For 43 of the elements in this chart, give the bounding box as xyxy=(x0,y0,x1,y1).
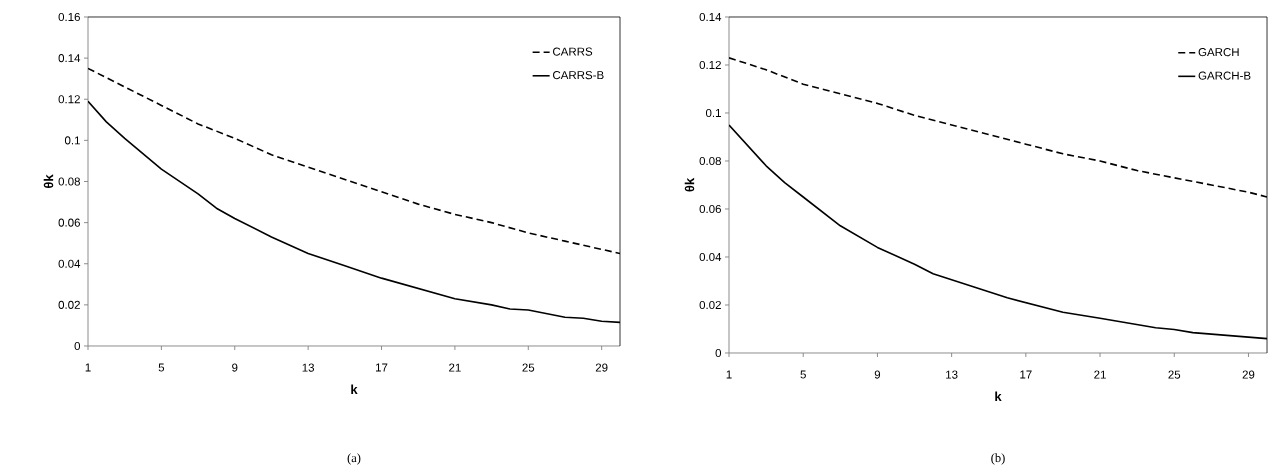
x-tick-label: 29 xyxy=(1242,370,1255,379)
x-tick-label: 9 xyxy=(232,363,238,372)
x-tick-label: 17 xyxy=(376,363,388,372)
y-tick-label: 0.04 xyxy=(699,252,722,262)
x-tick-label: 17 xyxy=(1020,370,1032,379)
x-tick-label: 13 xyxy=(302,363,315,372)
y-tick-label: 0.08 xyxy=(699,156,721,166)
y-tick-label: 0.04 xyxy=(58,259,81,268)
x-axis-title: k xyxy=(995,391,1002,401)
y-tick-label: 0.16 xyxy=(58,12,80,22)
legend-label: CARRS-B xyxy=(553,71,604,80)
x-axis-title: k xyxy=(351,384,358,394)
y-tick-label: 0 xyxy=(74,341,81,351)
y-tick-label: 0.1 xyxy=(64,136,80,145)
x-tick-label: 29 xyxy=(595,363,608,372)
text: (a) xyxy=(347,453,361,465)
x-tick-label: 21 xyxy=(1094,370,1106,379)
y-axis-title: θk xyxy=(43,174,54,189)
y-tick-label: 0.14 xyxy=(58,54,81,63)
y-tick-label: 0 xyxy=(715,348,722,358)
x-tick-label: 13 xyxy=(946,370,958,379)
y-tick-label: 0.06 xyxy=(699,204,721,214)
x-tick-label: 25 xyxy=(1168,370,1181,379)
y-tick-label: 0.1 xyxy=(705,108,721,118)
x-tick-label: 5 xyxy=(800,370,806,379)
y-tick-label: 0.12 xyxy=(58,95,80,104)
y-tick-label: 0.02 xyxy=(699,300,721,310)
x-tick-label: 25 xyxy=(522,363,535,372)
y-tick-label: 0.06 xyxy=(58,218,80,227)
x-tick-label: 1 xyxy=(85,363,91,372)
legend-label: GARCH-B xyxy=(1198,71,1251,80)
x-tick-label: 21 xyxy=(449,363,461,372)
legend-label: CARRS xyxy=(553,47,593,56)
y-tick-label: 0.08 xyxy=(58,177,80,186)
y-tick-label: 0.12 xyxy=(699,60,721,70)
x-tick-label: 1 xyxy=(726,370,732,379)
x-tick-label: 9 xyxy=(874,370,881,379)
text: (b) xyxy=(991,453,1005,465)
x-tick-label: 5 xyxy=(158,363,165,372)
y-tick-label: 0.14 xyxy=(699,12,722,22)
y-tick-label: 0.02 xyxy=(58,300,80,309)
legend-label: GARCH xyxy=(1198,48,1239,57)
y-axis-title: θk xyxy=(684,177,695,192)
